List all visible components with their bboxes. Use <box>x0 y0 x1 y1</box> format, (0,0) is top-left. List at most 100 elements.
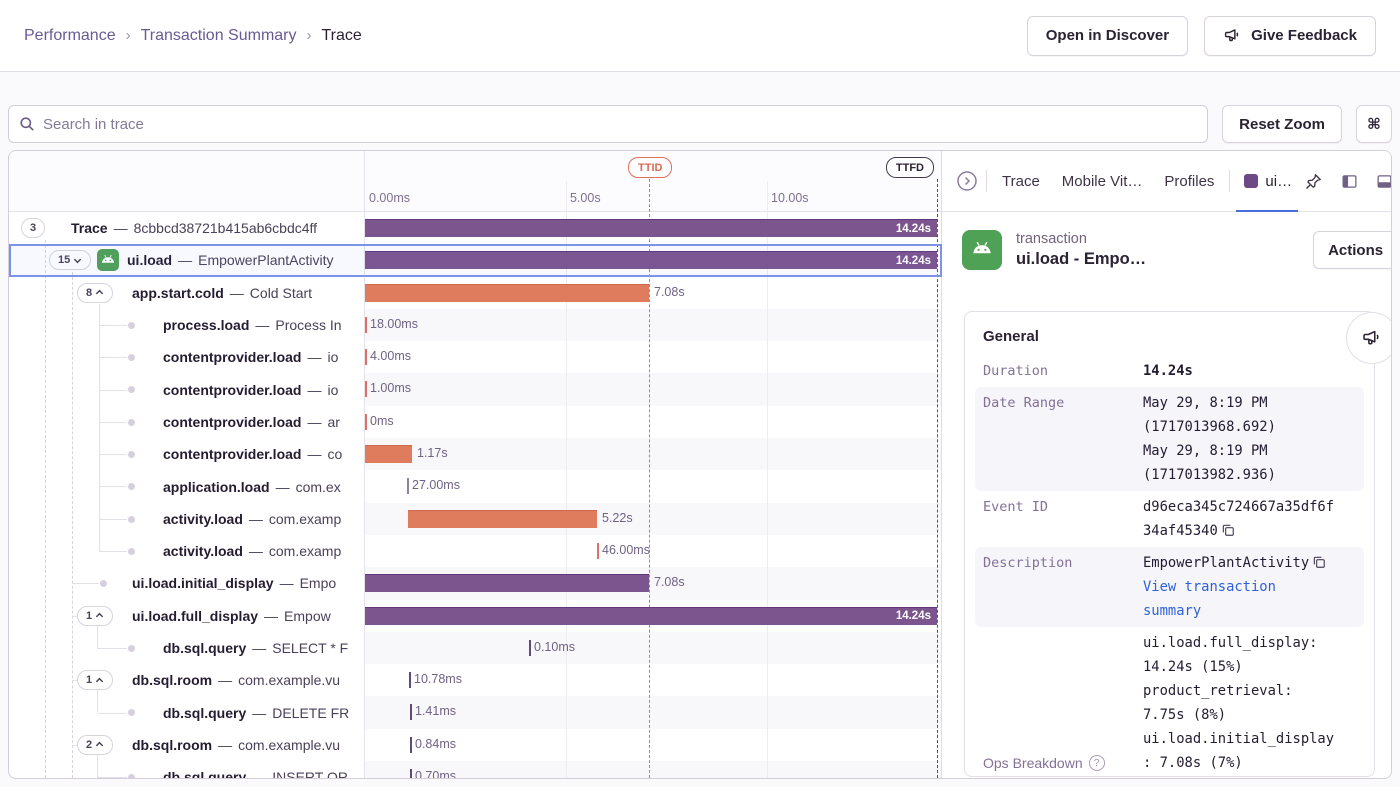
waterfall-row[interactable]: 27.00ms <box>365 470 941 502</box>
span-count-badge[interactable]: 15 <box>49 250 92 271</box>
span-bar[interactable] <box>408 509 597 528</box>
span-duration: 18.00ms <box>370 316 418 331</box>
trace-tree-row[interactable]: ui.load.initial_display — Empo <box>9 567 364 599</box>
waterfall-row[interactable]: 0.70ms <box>365 761 941 778</box>
shortcuts-button[interactable]: ⌘ <box>1356 105 1392 143</box>
span-tick[interactable] <box>365 316 367 333</box>
trace-tree-row[interactable]: 1 db.sql.room — com.example.vu <box>9 664 364 696</box>
span-bar[interactable] <box>365 283 649 302</box>
waterfall-row[interactable]: 0.84ms <box>365 729 941 761</box>
trace-tree-row[interactable]: 1 ui.load.full_display — Empow <box>9 600 364 632</box>
reset-zoom-button[interactable]: Reset Zoom <box>1222 105 1342 143</box>
tree-header-spacer <box>9 151 364 212</box>
tab-selected-span[interactable]: ui… <box>1234 151 1299 212</box>
trace-tree-row[interactable]: 3 Trace —8cbbcd38721b415ab6cbdc4ff <box>9 212 364 244</box>
tree-connector-line <box>97 626 98 648</box>
collapse-panel-icon[interactable] <box>952 166 982 196</box>
tree-connector-dot <box>128 547 135 555</box>
span-count-badge[interactable]: 1 <box>77 670 114 691</box>
span-tick[interactable] <box>410 704 412 721</box>
search-box[interactable] <box>8 105 1209 143</box>
span-bar[interactable]: 14.24s <box>365 606 937 625</box>
waterfall-row[interactable]: 7.08s <box>365 277 941 309</box>
tab-mobile-vit-[interactable]: Mobile Vit… <box>1061 172 1143 190</box>
span-tick[interactable] <box>410 736 412 753</box>
waterfall-row[interactable]: 0.10ms <box>365 631 941 665</box>
layout-bottom-icon[interactable] <box>1372 169 1391 194</box>
trace-tree-row[interactable]: contentprovider.load — io <box>9 341 364 373</box>
trace-tree-row[interactable]: db.sql.query — SELECT * F <box>9 632 364 664</box>
trace-tree-row[interactable]: 2 db.sql.room — com.example.vu <box>9 729 364 761</box>
trace-tree-row[interactable]: contentprovider.load — ar <box>9 406 364 438</box>
span-bar[interactable] <box>365 445 412 464</box>
waterfall-row[interactable]: 10.78ms <box>365 664 941 696</box>
tree-connector-line <box>99 357 127 359</box>
feedback-float-button[interactable] <box>1346 312 1391 364</box>
help-icon[interactable]: ? <box>1088 755 1105 771</box>
span-tick[interactable] <box>365 381 367 398</box>
give-feedback-button[interactable]: Give Feedback <box>1204 15 1376 56</box>
waterfall-row[interactable]: 4.00ms <box>365 341 941 373</box>
span-count-badge[interactable]: 1 <box>77 605 114 626</box>
trace-tree-row[interactable]: activity.load — com.examp <box>9 503 364 535</box>
trace-tree-row[interactable]: db.sql.query — INSERT OR <box>9 761 364 778</box>
breadcrumb-item[interactable]: Performance <box>24 26 116 44</box>
waterfall-row[interactable]: 7.08s <box>365 567 941 600</box>
trace-tree-row[interactable]: 8 app.start.cold — Cold Start <box>9 277 364 309</box>
megaphone-icon <box>1223 26 1242 45</box>
span-tick[interactable] <box>529 639 531 656</box>
waterfall-row[interactable]: 14.24s <box>365 212 941 244</box>
span-duration: 7.08s <box>654 284 685 299</box>
tree-connector-dot <box>128 515 135 523</box>
tab-profiles[interactable]: Profiles <box>1164 172 1215 190</box>
view-transaction-summary-link[interactable]: View transaction summary <box>1143 579 1276 619</box>
active-tab-underline <box>1236 209 1299 212</box>
copy-icon[interactable] <box>1221 523 1235 537</box>
copy-icon[interactable] <box>1312 555 1326 569</box>
detail-key: Event ID <box>983 499 1049 515</box>
span-tick[interactable] <box>597 542 599 559</box>
pin-icon[interactable] <box>1300 168 1327 195</box>
span-bar[interactable] <box>365 574 649 593</box>
trace-tree-row[interactable]: 15 ui.load — EmpowerPlantActivity <box>9 244 364 276</box>
trace-view: 3 Trace —8cbbcd38721b415ab6cbdc4ff 15 ui.loa… <box>8 150 1392 779</box>
span-count-badge[interactable]: 3 <box>21 218 46 238</box>
span-count-badge[interactable]: 8 <box>77 282 114 303</box>
layout-left-icon[interactable] <box>1337 169 1362 194</box>
span-duration: 4.00ms <box>370 349 411 364</box>
span-tick[interactable] <box>365 413 367 430</box>
actions-button[interactable]: Actions <box>1313 231 1391 269</box>
span-count-badge[interactable]: 2 <box>77 734 114 755</box>
waterfall-row[interactable]: 14.24s <box>365 600 941 632</box>
open-in-discover-button[interactable]: Open in Discover <box>1026 15 1189 56</box>
breadcrumb-item[interactable]: Transaction Summary <box>140 26 297 44</box>
span-tick[interactable] <box>365 349 367 366</box>
waterfall-row[interactable]: 0ms <box>365 406 941 438</box>
waterfall-row[interactable]: 5.22s <box>365 502 941 535</box>
span-tick[interactable] <box>410 769 412 778</box>
span-tick[interactable] <box>407 478 409 495</box>
trace-tree-row[interactable]: application.load — com.ex <box>9 470 364 502</box>
tab-trace[interactable]: Trace <box>1002 172 1040 190</box>
search-input[interactable] <box>43 115 1198 133</box>
span-label: ui.load.full_display — Empow <box>132 607 331 624</box>
trace-tree-row[interactable]: activity.load — com.examp <box>9 535 364 567</box>
waterfall-row[interactable]: 46.00ms <box>365 535 941 567</box>
trace-tree-row[interactable]: contentprovider.load — co <box>9 438 364 470</box>
waterfall-row[interactable]: 1.41ms <box>365 696 941 729</box>
waterfall-row[interactable]: 14.24s <box>365 244 941 276</box>
span-duration: 7.08s <box>654 575 685 590</box>
waterfall-row[interactable]: 1.17s <box>365 438 941 471</box>
span-bar[interactable]: 14.24s <box>365 251 937 270</box>
time-axis-label: 0.00ms <box>369 191 410 205</box>
trace-tree-row[interactable]: db.sql.query — DELETE FR <box>9 696 364 728</box>
detail-value: d96eca345c724667a35df6f34af45340 <box>1143 495 1341 543</box>
waterfall-row[interactable]: 18.00ms <box>365 308 941 342</box>
waterfall-row[interactable]: 1.00ms <box>365 373 941 406</box>
span-label: ui.load.initial_display — Empo <box>132 575 337 592</box>
span-bar[interactable]: 14.24s <box>365 219 937 237</box>
trace-tree-row[interactable]: contentprovider.load — io <box>9 373 364 405</box>
trace-tree-row[interactable]: process.load — Process In <box>9 309 364 341</box>
span-tick[interactable] <box>409 672 411 689</box>
detail-value-line: ui.load.initial_display: 7.08s (7%) <box>1143 731 1335 771</box>
